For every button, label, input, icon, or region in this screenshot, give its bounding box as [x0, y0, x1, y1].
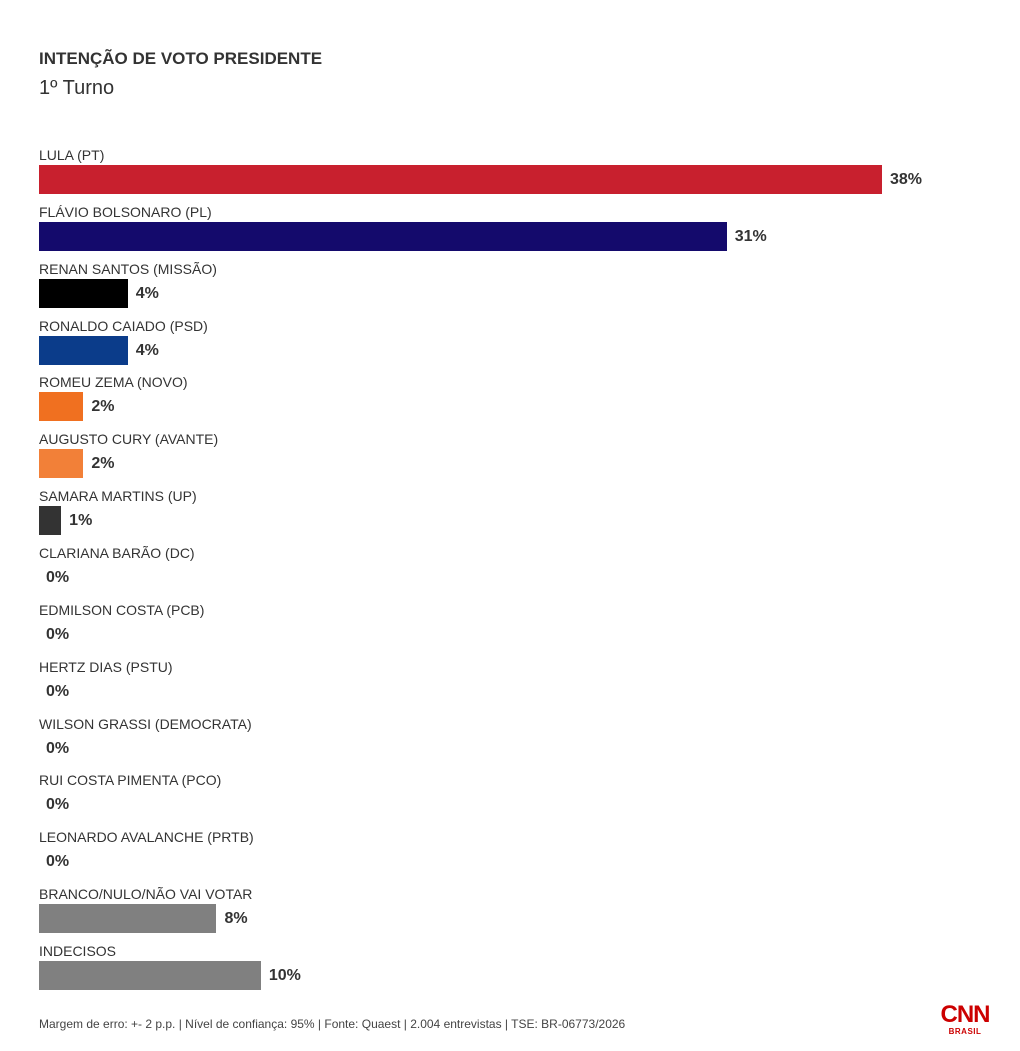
bar-flavio-bolsonaro-pl	[39, 221, 727, 251]
value-label-indecisos: 10%	[268, 966, 301, 984]
source-note: Margem de erro: +- 2 p.p. | Nível de con…	[39, 1017, 626, 1031]
value-label-hertz-dias-pstu: 0%	[46, 682, 70, 700]
value-label-renan-santos-missao: 4%	[135, 284, 159, 302]
category-label-romeu-zema-novo: ROMEU ZEMA (NOVO)	[39, 374, 188, 391]
bar-row-romeu-zema-novo: ROMEU ZEMA (NOVO) 2%	[39, 373, 999, 430]
category-label-clariana-barao-dc: CLARIANA BARÃO (DC)	[39, 544, 195, 561]
logo-wordmark: CNN	[940, 1001, 991, 1028]
bar-renan-santos-missao	[39, 278, 128, 308]
value-label-romeu-zema-novo: 2%	[91, 398, 115, 416]
value-label-augusto-cury-avante: 2%	[91, 455, 115, 473]
category-label-lula-pt: LULA (PT)	[39, 147, 105, 163]
category-label-renan-santos-missao: RENAN SANTOS (MISSÃO)	[39, 260, 217, 277]
bar-augusto-cury-avante	[39, 449, 84, 479]
bar-row-edmilson-costa-pcb: EDMILSON COSTA (PCB) 0%	[39, 601, 999, 658]
category-label-samara-martins-up: SAMARA MARTINS (UP)	[39, 488, 197, 505]
bar-samara-martins-up	[39, 506, 62, 536]
logo-region: BRASIL	[948, 1027, 982, 1036]
value-label-lula-pt: 38%	[890, 171, 923, 188]
bar-row-leonardo-avalanche-prtb: LEONARDO AVALANCHE (PRTB) 0%	[39, 828, 999, 885]
value-label-wilson-grassi-democrata: 0%	[46, 739, 70, 757]
bar-romeu-zema-novo	[39, 392, 84, 422]
bar-chart: LULA (PT) 38% FLÁVIO BOLSONARO (PL) 31% RENA…	[39, 146, 999, 999]
bar-indecisos	[39, 960, 261, 990]
bar-row-branco-nulo-nao-vai-votar: BRANCO/NULO/NÃO VAI VOTAR 8%	[39, 885, 999, 942]
category-label-indecisos: INDECISOS	[39, 942, 117, 959]
value-label-ronaldo-caiado-psd: 4%	[135, 341, 159, 359]
bar-row-flavio-bolsonaro-pl: FLÁVIO BOLSONARO (PL) 31%	[39, 203, 999, 260]
value-label-flavio-bolsonaro-pl: 31%	[734, 227, 767, 245]
value-label-branco-nulo-nao-vai-votar: 8%	[224, 910, 248, 928]
value-label-clariana-barao-dc: 0%	[46, 568, 70, 586]
category-label-leonardo-avalanche-prtb: LEONARDO AVALANCHE (PRTB)	[39, 829, 254, 846]
bar-row-ronaldo-caiado-psd: RONALDO CAIADO (PSD) 4%	[39, 317, 999, 374]
bar-ronaldo-caiado-psd	[39, 335, 128, 365]
bar-row-clariana-barao-dc: CLARIANA BARÃO (DC) 0%	[39, 544, 999, 601]
chart-title: INTENÇÃO DE VOTO PRESIDENTE	[39, 49, 323, 68]
bar-row-wilson-grassi-democrata: WILSON GRASSI (DEMOCRATA) 0%	[39, 715, 999, 772]
bar-row-renan-santos-missao: RENAN SANTOS (MISSÃO) 4%	[39, 260, 999, 317]
chart-subtitle: 1º Turno	[39, 77, 115, 99]
value-label-leonardo-avalanche-prtb: 0%	[46, 853, 70, 871]
cnn-brasil-logo: CNN BRASIL	[938, 1003, 992, 1037]
category-label-hertz-dias-pstu: HERTZ DIAS (PSTU)	[39, 658, 173, 675]
bar-row-rui-costa-pimenta-pco: RUI COSTA PIMENTA (PCO) 0%	[39, 771, 999, 828]
category-label-flavio-bolsonaro-pl: FLÁVIO BOLSONARO (PL)	[39, 203, 212, 220]
bar-branco-nulo-nao-vai-votar	[39, 904, 217, 934]
value-label-edmilson-costa-pcb: 0%	[46, 625, 70, 643]
category-label-ronaldo-caiado-psd: RONALDO CAIADO (PSD)	[39, 317, 208, 334]
bar-row-lula-pt: LULA (PT) 38%	[39, 146, 999, 203]
category-label-edmilson-costa-pcb: EDMILSON COSTA (PCB)	[39, 601, 205, 618]
category-label-branco-nulo-nao-vai-votar: BRANCO/NULO/NÃO VAI VOTAR	[39, 886, 253, 903]
bar-row-hertz-dias-pstu: HERTZ DIAS (PSTU) 0%	[39, 658, 999, 715]
category-label-augusto-cury-avante: AUGUSTO CURY (AVANTE)	[39, 431, 219, 448]
bar-lula-pt	[39, 165, 882, 194]
value-label-rui-costa-pimenta-pco: 0%	[46, 796, 70, 814]
category-label-wilson-grassi-democrata: WILSON GRASSI (DEMOCRATA)	[39, 715, 252, 732]
value-label-samara-martins-up: 1%	[69, 512, 93, 530]
bar-row-samara-martins-up: SAMARA MARTINS (UP) 1%	[39, 487, 999, 544]
category-label-rui-costa-pimenta-pco: RUI COSTA PIMENTA (PCO)	[39, 772, 222, 789]
bar-row-indecisos: INDECISOS 10%	[39, 942, 999, 999]
bar-row-augusto-cury-avante: AUGUSTO CURY (AVANTE) 2%	[39, 430, 999, 487]
